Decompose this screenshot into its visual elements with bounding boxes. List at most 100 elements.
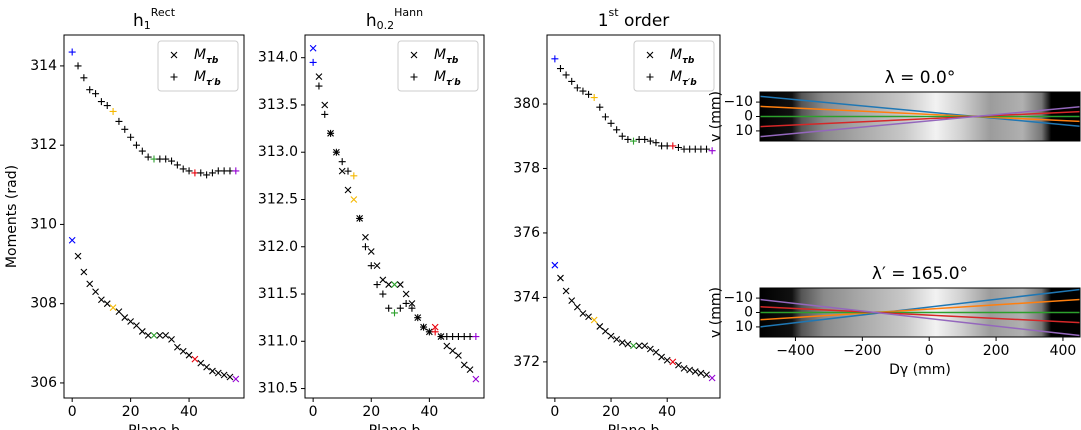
y-tick-label: 314.0 [258, 50, 298, 66]
point [568, 297, 576, 305]
point [103, 102, 111, 110]
legend-label: Mτ′b [434, 69, 461, 88]
point [596, 103, 604, 111]
point [391, 281, 398, 288]
point [579, 310, 587, 317]
point [675, 361, 682, 369]
point [385, 281, 393, 288]
point [115, 308, 123, 315]
point [92, 90, 100, 98]
y-tick-label: 380 [513, 96, 540, 112]
point [350, 196, 358, 203]
point [472, 375, 480, 383]
legend-marker [646, 51, 654, 59]
title-part: order [619, 11, 670, 31]
point [173, 343, 181, 351]
legend-name: M [670, 47, 682, 63]
x-tick-label: 40 [180, 404, 198, 420]
legend-marker [410, 51, 418, 59]
legend-label: Mτb [670, 47, 695, 66]
y-tick-label: 311.5 [258, 286, 298, 302]
point [443, 342, 451, 350]
point [127, 318, 135, 325]
point [646, 345, 654, 353]
y-tick-label: 311.0 [258, 333, 298, 349]
profile-line [760, 298, 1080, 337]
point [150, 331, 158, 339]
point [607, 332, 615, 340]
profile-line [760, 95, 1080, 128]
point [466, 366, 474, 374]
title-part: 1 [598, 11, 609, 31]
point [309, 44, 317, 52]
y-tick-label: 314 [30, 58, 57, 74]
x-axis-label: Plane b [608, 423, 660, 430]
point [68, 48, 76, 56]
x-tick-label: 40 [420, 404, 438, 420]
profile-line [760, 105, 1080, 123]
point [191, 355, 199, 363]
x-tick-label: −200 [843, 343, 881, 359]
point [630, 137, 637, 145]
x-tick-label: 0 [309, 404, 318, 420]
point [708, 147, 716, 155]
point [455, 352, 462, 359]
point [185, 167, 193, 175]
legend-subscript: τb [206, 56, 219, 66]
point [703, 145, 711, 153]
profile-line [760, 298, 1080, 321]
point [344, 186, 352, 194]
point [686, 366, 694, 374]
legend-box [397, 40, 479, 92]
profile-line [760, 110, 1080, 128]
legend-marker [646, 73, 654, 81]
point [624, 135, 632, 143]
profile-line [760, 288, 1080, 328]
point [472, 333, 480, 341]
point [573, 84, 581, 92]
title-part: h [133, 11, 144, 31]
point [150, 155, 158, 163]
point [86, 86, 94, 94]
y-tick-label: 312.0 [258, 239, 298, 255]
x-tick-label: 0 [550, 404, 559, 420]
y-tick-label: 306 [30, 375, 57, 391]
point [338, 167, 346, 175]
y-tick-label: 308 [30, 296, 57, 312]
point [396, 281, 404, 288]
x-tick-label: 20 [362, 404, 380, 420]
y-tick-label: 376 [513, 225, 540, 241]
point [156, 331, 164, 339]
legend-label: Mτb [434, 47, 459, 66]
y-tick-label: 310 [30, 216, 57, 232]
x-tick-label: 0 [925, 343, 934, 359]
point [214, 167, 222, 175]
x-axis-label: Dγ (mm) [889, 362, 951, 378]
point [356, 214, 364, 222]
point [613, 126, 621, 134]
y-tick-label: 10 [735, 123, 753, 139]
point [373, 281, 381, 289]
point [551, 261, 559, 269]
point [321, 101, 329, 109]
legend-label: Mτ′b [194, 69, 221, 88]
point [585, 313, 592, 321]
title-part: 1 [144, 19, 151, 32]
point [590, 94, 598, 102]
point [658, 353, 665, 361]
point [568, 77, 576, 85]
point [309, 58, 317, 66]
point [350, 172, 358, 180]
axes-frame [546, 34, 721, 399]
legend-name: M [434, 69, 446, 85]
point [402, 299, 410, 307]
point [208, 169, 216, 177]
y-tick-label: 312.5 [258, 191, 298, 207]
point [168, 335, 175, 343]
point [138, 328, 146, 335]
point [98, 296, 105, 304]
point [203, 171, 211, 179]
y-tick-label: 374 [513, 289, 540, 305]
point [641, 342, 649, 350]
point [646, 137, 654, 145]
